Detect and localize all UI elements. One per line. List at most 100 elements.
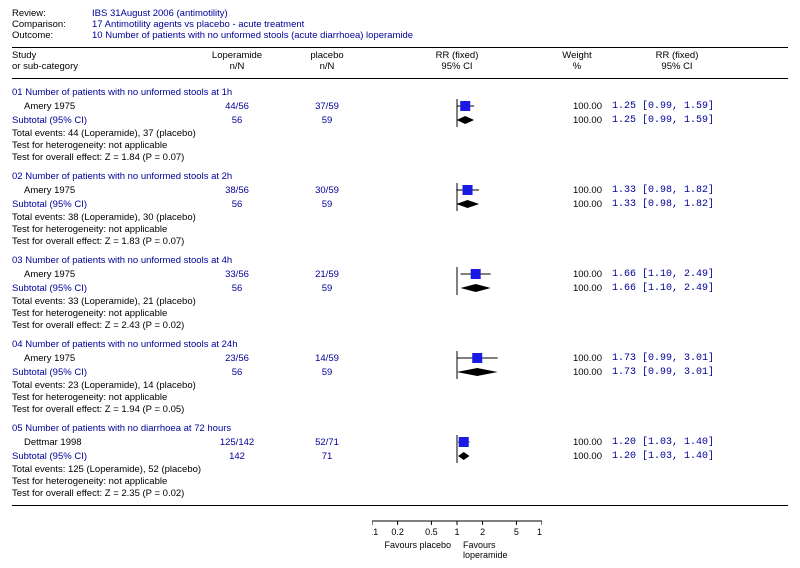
study-n2: 21/59: [282, 269, 372, 280]
study-n1: 38/56: [192, 185, 282, 196]
subtotal-n2: 59: [282, 199, 372, 210]
forest-point: [372, 435, 542, 449]
subtotal-label: Subtotal (95% CI): [12, 451, 192, 462]
study-row: Dettmar 1998125/14252/71100.001.20 [1.03…: [12, 435, 788, 449]
subgroup-note: Test for overall effect: Z = 2.35 (P = 0…: [12, 488, 788, 499]
forest-diamond: [372, 113, 542, 127]
forest-point: [372, 99, 542, 113]
study-name: Amery 1975: [12, 353, 192, 364]
study-n2: 30/59: [282, 185, 372, 196]
study-weight: 100.00: [542, 437, 612, 448]
study-name: Amery 1975: [12, 185, 192, 196]
col-rr: RR (fixed) 95% CI: [612, 50, 742, 72]
subtotal-n2: 59: [282, 367, 372, 378]
study-row: Amery 197523/5614/59 100.001.73 [0.99, 3.…: [12, 351, 788, 365]
column-headers: Study or sub-category Loperamide n/N pla…: [12, 50, 788, 72]
comparison-value: 17 Antimotility agents vs placebo - acut…: [92, 19, 304, 30]
study-row: Amery 197544/5637/59100.001.25 [0.99, 1.…: [12, 99, 788, 113]
study-n1: 23/56: [192, 353, 282, 364]
subtotal-rr: 1.20 [1.03, 1.40]: [612, 451, 742, 462]
forest-diamond: [372, 365, 542, 379]
study-weight: 100.00: [542, 185, 612, 196]
axis-labels: Favours placebo Favours loperamide: [372, 540, 542, 560]
svg-text:0.2: 0.2: [391, 527, 404, 537]
study-name: Dettmar 1998: [12, 437, 192, 448]
axis-label-right: Favours loperamide: [457, 540, 542, 560]
subtotal-label: Subtotal (95% CI): [12, 283, 192, 294]
study-weight: 100.00: [542, 269, 612, 280]
subtotal-n1: 56: [192, 115, 282, 126]
subtotal-n1: 56: [192, 283, 282, 294]
subgroup: 02 Number of patients with no unformed s…: [12, 171, 788, 247]
subtotal-weight: 100.00: [542, 283, 612, 294]
study-rr: 1.73 [0.99, 3.01]: [612, 353, 742, 364]
subgroup-title: 03 Number of patients with no unformed s…: [12, 255, 788, 266]
axis-label-left: Favours placebo: [372, 540, 457, 560]
col-study: Study or sub-category: [12, 50, 192, 72]
study-n2: 14/59: [282, 353, 372, 364]
forest-point: [372, 183, 542, 197]
forest-diamond: [372, 449, 542, 463]
study-rr: 1.66 [1.10, 2.49]: [612, 269, 742, 280]
subgroup-title: 05 Number of patients with no diarrhoea …: [12, 423, 788, 434]
subgroup-note: Test for heterogeneity: not applicable: [12, 140, 788, 151]
subtotal-n1: 56: [192, 199, 282, 210]
forest-point: [372, 267, 542, 281]
forest-diamond: [372, 281, 542, 295]
subgroup-title: 02 Number of patients with no unformed s…: [12, 171, 788, 182]
col-plot: RR (fixed) 95% CI: [372, 50, 542, 72]
review-value: IBS 31August 2006 (antimotility): [92, 8, 228, 19]
separator-bottom: [12, 505, 788, 506]
forest-axis: 0.10.20.512510: [372, 520, 542, 538]
subtotal-weight: 100.00: [542, 451, 612, 462]
study-row: Amery 197538/5630/59 100.001.33 [0.98, 1.…: [12, 183, 788, 197]
subgroup-note: Test for overall effect: Z = 1.84 (P = 0…: [12, 152, 788, 163]
outcome-value: 10 Number of patients with no unformed s…: [92, 30, 413, 41]
subgroup-title: 01 Number of patients with no unformed s…: [12, 87, 788, 98]
subgroup-note: Test for heterogeneity: not applicable: [12, 392, 788, 403]
subgroup: 05 Number of patients with no diarrhoea …: [12, 423, 788, 499]
study-weight: 100.00: [542, 353, 612, 364]
study-n2: 52/71: [282, 437, 372, 448]
subtotal-n2: 59: [282, 115, 372, 126]
subtotal-weight: 100.00: [542, 199, 612, 210]
study-rr: 1.33 [0.98, 1.82]: [612, 185, 742, 196]
subgroup-note: Total events: 33 (Loperamide), 21 (place…: [12, 296, 788, 307]
svg-text:5: 5: [514, 527, 519, 537]
study-name: Amery 1975: [12, 101, 192, 112]
study-n1: 125/142: [192, 437, 282, 448]
subtotal-label: Subtotal (95% CI): [12, 199, 192, 210]
subgroup: 01 Number of patients with no unformed s…: [12, 87, 788, 163]
outcome-label: Outcome:: [12, 30, 82, 41]
subgroup-note: Total events: 23 (Loperamide), 14 (place…: [12, 380, 788, 391]
subgroup-note: Test for heterogeneity: not applicable: [12, 476, 788, 487]
col-arm2: placebo n/N: [282, 50, 372, 72]
subgroup-note: Test for heterogeneity: not applicable: [12, 224, 788, 235]
subtotal-rr: 1.73 [0.99, 3.01]: [612, 367, 742, 378]
subtotal-label: Subtotal (95% CI): [12, 115, 192, 126]
subtotal-weight: 100.00: [542, 367, 612, 378]
subtotal-row: Subtotal (95% CI)5659 100.001.25 [0.99, 1…: [12, 113, 788, 127]
subtotal-n1: 142: [192, 451, 282, 462]
header-block: Review:IBS 31August 2006 (antimotility) …: [12, 8, 788, 41]
subgroup-title: 04 Number of patients with no unformed s…: [12, 339, 788, 350]
subtotal-row: Subtotal (95% CI)5659100.001.66 [1.10, 2…: [12, 281, 788, 295]
subtotal-row: Subtotal (95% CI)14271 100.001.20 [1.03, …: [12, 449, 788, 463]
subtotal-rr: 1.25 [0.99, 1.59]: [612, 115, 742, 126]
separator-top: [12, 47, 788, 48]
svg-text:2: 2: [480, 527, 485, 537]
svg-text:1: 1: [454, 527, 459, 537]
svg-text:0.1: 0.1: [372, 527, 378, 537]
subgroup: 03 Number of patients with no unformed s…: [12, 255, 788, 331]
subtotal-weight: 100.00: [542, 115, 612, 126]
study-n1: 44/56: [192, 101, 282, 112]
subgroup-note: Total events: 44 (Loperamide), 37 (place…: [12, 128, 788, 139]
separator-header: [12, 78, 788, 79]
subtotal-n2: 71: [282, 451, 372, 462]
study-n2: 37/59: [282, 101, 372, 112]
subtotal-n2: 59: [282, 283, 372, 294]
subtotal-row: Subtotal (95% CI)5659100.001.33 [0.98, 1…: [12, 197, 788, 211]
col-arm1: Loperamide n/N: [192, 50, 282, 72]
axis-wrap: 0.10.20.512510 Favours placebo Favours l…: [12, 520, 788, 560]
subtotal-label: Subtotal (95% CI): [12, 367, 192, 378]
